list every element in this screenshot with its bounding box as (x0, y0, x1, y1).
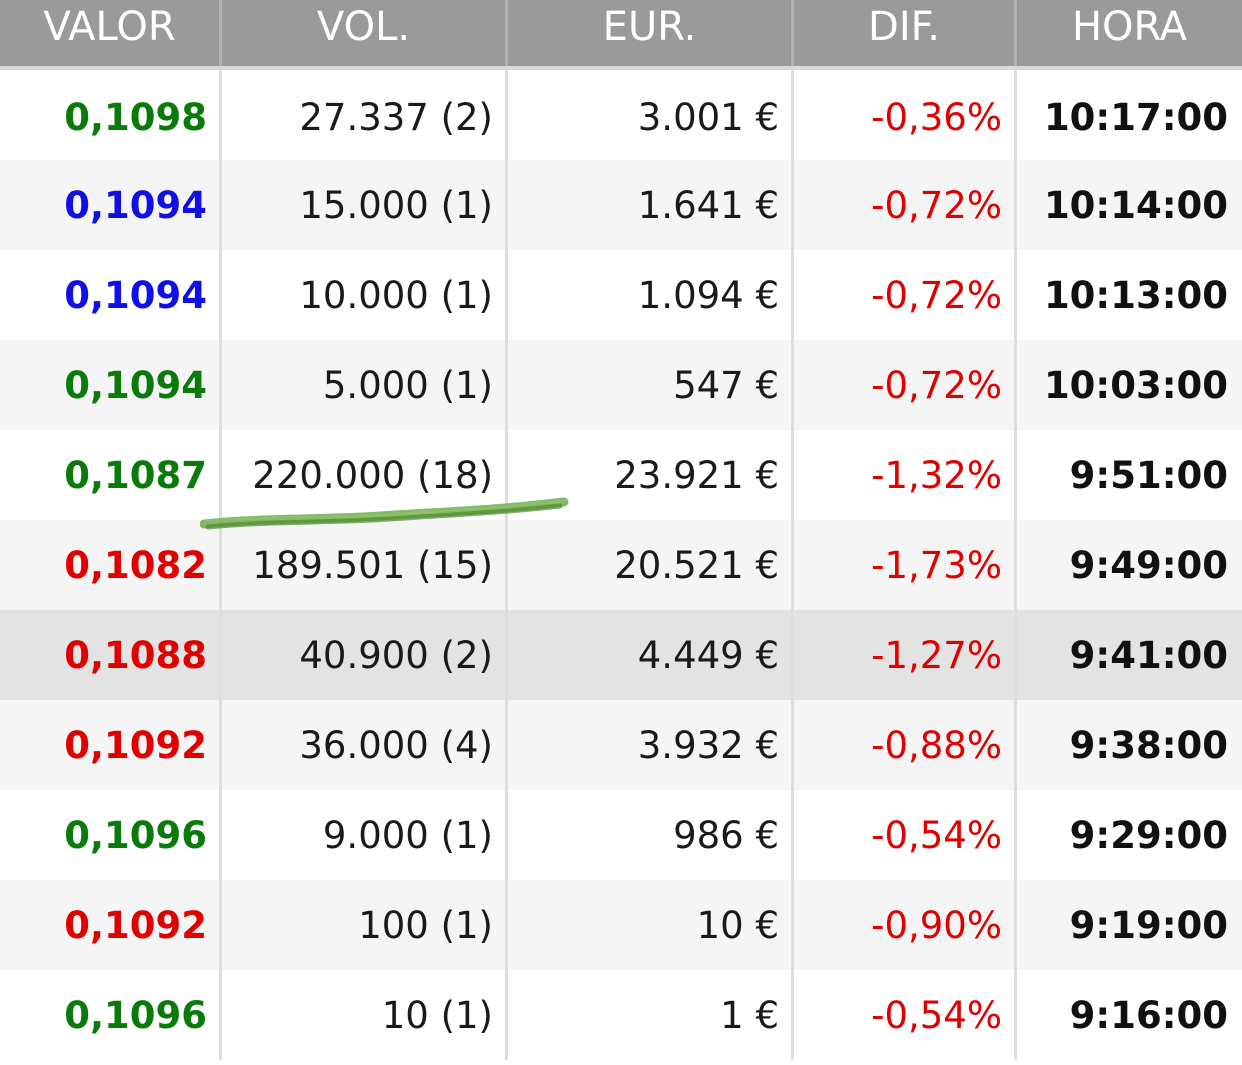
table-row[interactable]: 0,1088 40.900 (2) 4.449 € -1,27% 9:41:00 (0, 610, 1242, 700)
cell-valor: 0,1096 (0, 790, 222, 880)
cell-vol: 10.000 (1) (222, 250, 508, 340)
cell-eur: 20.521 € (508, 520, 794, 610)
cell-eur: 4.449 € (508, 610, 794, 700)
cell-valor: 0,1094 (0, 160, 222, 250)
cell-dif: -0,90% (794, 880, 1017, 970)
cell-valor: 0,1094 (0, 340, 222, 430)
column-header-hora[interactable]: HORA (1071, 4, 1188, 50)
cell-eur: 10 € (508, 880, 794, 970)
cell-valor: 0,1092 (0, 700, 222, 790)
cell-hora: 10:13:00 (1043, 273, 1228, 317)
column-header-dif[interactable]: DIF. (794, 0, 1017, 66)
table-row[interactable]: 0,1082 189.501 (15) 20.521 € -1,73% 9:49:00 (0, 520, 1242, 610)
cell-eur: 23.921 € (508, 430, 794, 520)
cell-dif: -0,54% (794, 970, 1017, 1060)
table-header: VALOR VOL. EUR. DIF. HORA (0, 0, 1242, 70)
cell-vol: 15.000 (1) (222, 160, 508, 250)
cell-valor: 0,1098 (0, 70, 222, 160)
cell-vol: 27.337 (2) (222, 70, 508, 160)
table-row[interactable]: 0,1087 220.000 (18) 23.921 € -1,32% 9:51:00 (0, 430, 1242, 520)
cell-vol: 189.501 (15) (222, 520, 508, 610)
table-row[interactable]: 0,1094 5.000 (1) 547 € -0,72% 10:03:00 (0, 340, 1242, 430)
cell-dif: -0,54% (794, 790, 1017, 880)
cell-dif: -1,27% (794, 610, 1017, 700)
cell-vol: 100 (1) (222, 880, 508, 970)
column-header-valor[interactable]: VALOR (0, 0, 222, 66)
cell-vol: 5.000 (1) (222, 340, 508, 430)
cell-eur: 3.001 € (508, 70, 794, 160)
table-row[interactable]: 0,1096 9.000 (1) 986 € -0,54% 9:29:00 (0, 790, 1242, 880)
cell-vol: 36.000 (4) (222, 700, 508, 790)
cell-valor: 0,1082 (0, 520, 222, 610)
cell-dif: -0,88% (794, 700, 1017, 790)
cell-hora: 9:16:00 (1069, 993, 1228, 1037)
table-body: 0,1098 27.337 (2) 3.001 € -0,36% 10:17:00 0,1… (0, 70, 1242, 1060)
cell-vol: 10 (1) (222, 970, 508, 1060)
cell-dif: -0,72% (794, 250, 1017, 340)
cell-vol: 40.900 (2) (222, 610, 508, 700)
table-row[interactable]: 0,1098 27.337 (2) 3.001 € -0,36% 10:17:00 (0, 70, 1242, 160)
cell-dif: -0,72% (794, 160, 1017, 250)
cell-dif: -1,73% (794, 520, 1017, 610)
cell-hora: 9:51:00 (1069, 453, 1228, 497)
cell-hora: 9:49:00 (1069, 543, 1228, 587)
cell-eur: 3.932 € (508, 700, 794, 790)
cell-eur: 547 € (508, 340, 794, 430)
cell-hora: 9:29:00 (1069, 813, 1228, 857)
table-row[interactable]: 0,1094 15.000 (1) 1.641 € -0,72% 10:14:00 (0, 160, 1242, 250)
cell-vol: 9.000 (1) (222, 790, 508, 880)
column-header-eur[interactable]: EUR. (508, 0, 794, 66)
cell-valor: 0,1087 (0, 430, 222, 520)
cell-hora: 10:03:00 (1043, 363, 1228, 407)
cell-dif: -1,32% (794, 430, 1017, 520)
cell-dif: -0,72% (794, 340, 1017, 430)
table-row[interactable]: 0,1092 100 (1) 10 € -0,90% 9:19:00 (0, 880, 1242, 970)
cell-dif: -0,36% (794, 70, 1017, 160)
cell-hora: 9:41:00 (1069, 633, 1228, 677)
cell-hora: 10:14:00 (1043, 183, 1228, 227)
cell-hora: 9:38:00 (1069, 723, 1228, 767)
cell-eur: 1 € (508, 970, 794, 1060)
cell-eur: 986 € (508, 790, 794, 880)
cell-valor: 0,1092 (0, 880, 222, 970)
cell-hora: 10:17:00 (1043, 95, 1228, 139)
column-header-vol[interactable]: VOL. (222, 0, 508, 66)
table-row[interactable]: 0,1092 36.000 (4) 3.932 € -0,88% 9:38:00 (0, 700, 1242, 790)
cell-vol: 220.000 (18) (222, 430, 508, 520)
table-row[interactable]: 0,1096 10 (1) 1 € -0,54% 9:16:00 (0, 970, 1242, 1060)
cell-hora: 9:19:00 (1069, 903, 1228, 947)
cell-valor: 0,1096 (0, 970, 222, 1060)
cell-eur: 1.094 € (508, 250, 794, 340)
cell-valor: 0,1094 (0, 250, 222, 340)
table-row[interactable]: 0,1094 10.000 (1) 1.094 € -0,72% 10:13:00 (0, 250, 1242, 340)
cell-eur: 1.641 € (508, 160, 794, 250)
cell-valor: 0,1088 (0, 610, 222, 700)
